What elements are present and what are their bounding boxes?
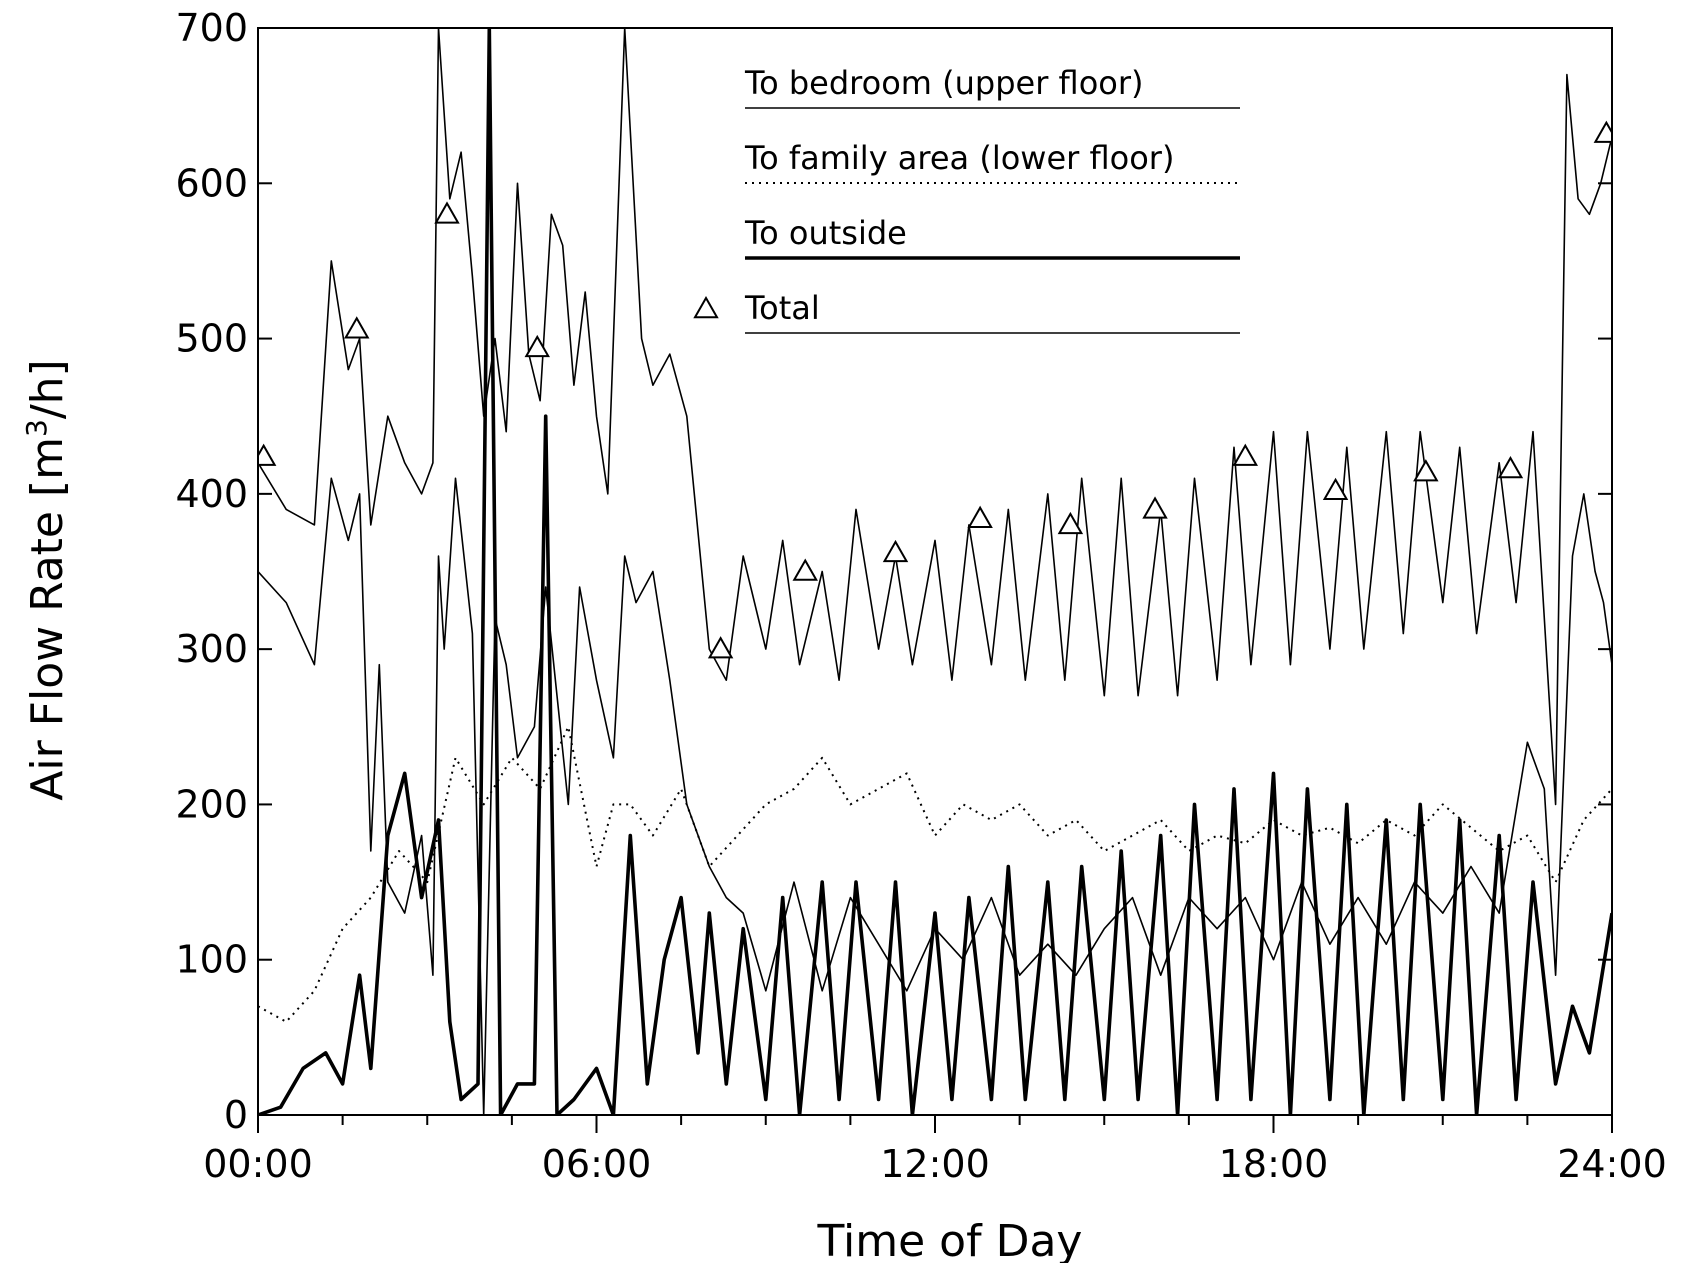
series-group [258, 725, 1612, 1023]
legend-label: Total [744, 289, 820, 327]
x-tick-label: 24:00 [1557, 1142, 1667, 1186]
series-group [258, 28, 1612, 1115]
legend-label: To outside [744, 214, 907, 252]
total-marker [434, 201, 460, 224]
total-marker [258, 443, 277, 466]
total-marker [1232, 443, 1259, 466]
total-marker [1057, 511, 1084, 535]
y-axis-title-superscript: 3 [20, 419, 53, 437]
total-marker [967, 505, 993, 528]
y-tick-label: 400 [175, 472, 248, 516]
y-tick-label: 500 [175, 317, 248, 361]
total-marker [344, 316, 370, 339]
series-line [258, 477, 1612, 1115]
legend-label: To bedroom (upper floor) [744, 64, 1143, 102]
series-line [258, 725, 1612, 1023]
axes: 0 100 200 300 400 500 600 700 00:00 06:00 12:00 18:… [175, 6, 1666, 1186]
x-tick-label: 06:00 [542, 1142, 652, 1186]
series-group [258, 28, 1612, 806]
total-marker [1593, 120, 1612, 143]
series-layer [258, 28, 1612, 1115]
legend-label: To family area (lower floor) [744, 139, 1174, 177]
x-tick-label: 18:00 [1219, 1142, 1329, 1186]
series-group [258, 477, 1612, 1115]
y-tick-label: 700 [175, 6, 248, 50]
x-tick-label: 12:00 [880, 1142, 990, 1186]
y-tick-label: 200 [175, 782, 248, 826]
y-tick-label: 100 [175, 938, 248, 982]
x-axis-title: Time of Day [817, 1216, 1083, 1263]
total-marker [524, 334, 550, 358]
total-marker [792, 558, 818, 581]
y-axis-title-end: /h] [22, 359, 73, 419]
total-marker [707, 636, 734, 659]
series-line [258, 28, 1612, 806]
y-axis-title-main: Air Flow Rate [m [22, 437, 73, 801]
total-marker [1142, 496, 1168, 519]
legend: To bedroom (upper floor) To family area (… [693, 64, 1240, 334]
legend-triangle-icon [693, 295, 719, 319]
total-marker [1413, 459, 1439, 482]
total-marker [1497, 455, 1524, 479]
x-tick-label: 00:00 [203, 1142, 313, 1186]
series-line [258, 28, 1612, 1115]
y-tick-label: 600 [175, 161, 248, 205]
y-axis-title: Air Flow Rate [m3/h] [20, 359, 74, 800]
total-marker [1322, 477, 1349, 501]
y-tick-label: 300 [175, 627, 248, 671]
y-tick-label: 0 [224, 1093, 248, 1137]
total-marker [882, 539, 909, 563]
